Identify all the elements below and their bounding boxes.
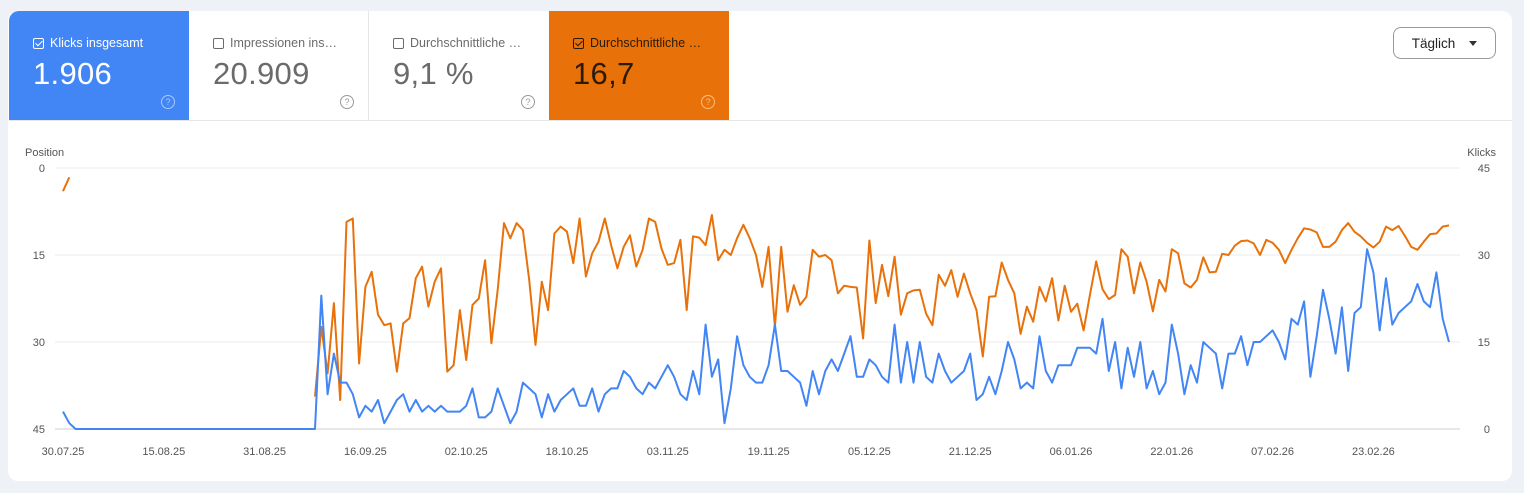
left-axis-label: Position (25, 147, 64, 159)
x-tick-label: 07.02.26 (1251, 446, 1294, 458)
help-icon[interactable]: ? (521, 95, 535, 109)
checkbox-unchecked-icon[interactable] (393, 37, 404, 49)
x-tick-label: 03.11.25 (647, 446, 689, 458)
series-line-klicks (62, 248, 1450, 430)
x-tick-label: 16.09.25 (344, 446, 387, 458)
caret-down-icon (1469, 40, 1478, 46)
metric-tile-clicks[interactable]: Klicks insgesamt 1.906 ? (9, 11, 189, 121)
metric-tiles: Klicks insgesamt 1.906 ? Impressionen in… (9, 11, 729, 121)
left-tick-label: 0 (39, 163, 45, 175)
x-tick-label: 05.12.25 (848, 446, 891, 458)
divider (9, 120, 1512, 121)
x-tick-label: 06.01.26 (1050, 446, 1093, 458)
right-tick-label: 45 (1478, 163, 1490, 175)
right-tick-label: 30 (1478, 250, 1490, 262)
x-tick-label: 22.01.26 (1150, 446, 1193, 458)
metric-value: 16,7 (573, 56, 635, 91)
metric-value: 20.909 (213, 56, 310, 91)
metric-label: Durchschnittliche … (410, 36, 522, 50)
x-tick-label: 31.08.25 (243, 446, 286, 458)
help-icon[interactable]: ? (161, 95, 175, 109)
metric-label: Durchschnittliche … (590, 36, 702, 50)
series-line-position (62, 176, 1450, 401)
left-tick-label: 30 (33, 337, 45, 349)
checkbox-unchecked-icon[interactable] (213, 37, 224, 49)
left-tick-label: 15 (33, 250, 45, 262)
right-axis-label: Klicks (1467, 147, 1496, 159)
metric-value: 1.906 (33, 56, 113, 91)
left-tick-label: 45 (33, 424, 45, 436)
x-tick-label: 30.07.25 (42, 446, 85, 458)
checkbox-checked-icon[interactable] (33, 37, 44, 49)
x-tick-label: 21.12.25 (949, 446, 992, 458)
granularity-selected: Täglich (1411, 35, 1456, 51)
x-tick-label: 19.11.25 (748, 446, 790, 458)
metric-label: Klicks insgesamt (50, 36, 144, 50)
x-tick-label: 23.02.26 (1352, 446, 1395, 458)
metric-tile-position[interactable]: Durchschnittliche … 16,7 ? (549, 11, 729, 121)
granularity-dropdown[interactable]: Täglich (1393, 27, 1496, 59)
help-icon[interactable]: ? (701, 95, 715, 109)
metric-value: 9,1 % (393, 56, 474, 91)
checkbox-checked-icon[interactable] (573, 37, 584, 49)
metric-tile-ctr[interactable]: Durchschnittliche … 9,1 % ? (369, 11, 549, 121)
right-tick-label: 0 (1484, 424, 1490, 436)
metric-label: Impressionen ins… (230, 36, 337, 50)
metric-tile-impressions[interactable]: Impressionen ins… 20.909 ? (189, 11, 369, 121)
x-tick-label: 15.08.25 (142, 446, 185, 458)
right-tick-label: 15 (1478, 337, 1490, 349)
help-icon[interactable]: ? (340, 95, 354, 109)
x-tick-label: 18.10.25 (546, 446, 589, 458)
x-tick-label: 02.10.25 (445, 446, 488, 458)
